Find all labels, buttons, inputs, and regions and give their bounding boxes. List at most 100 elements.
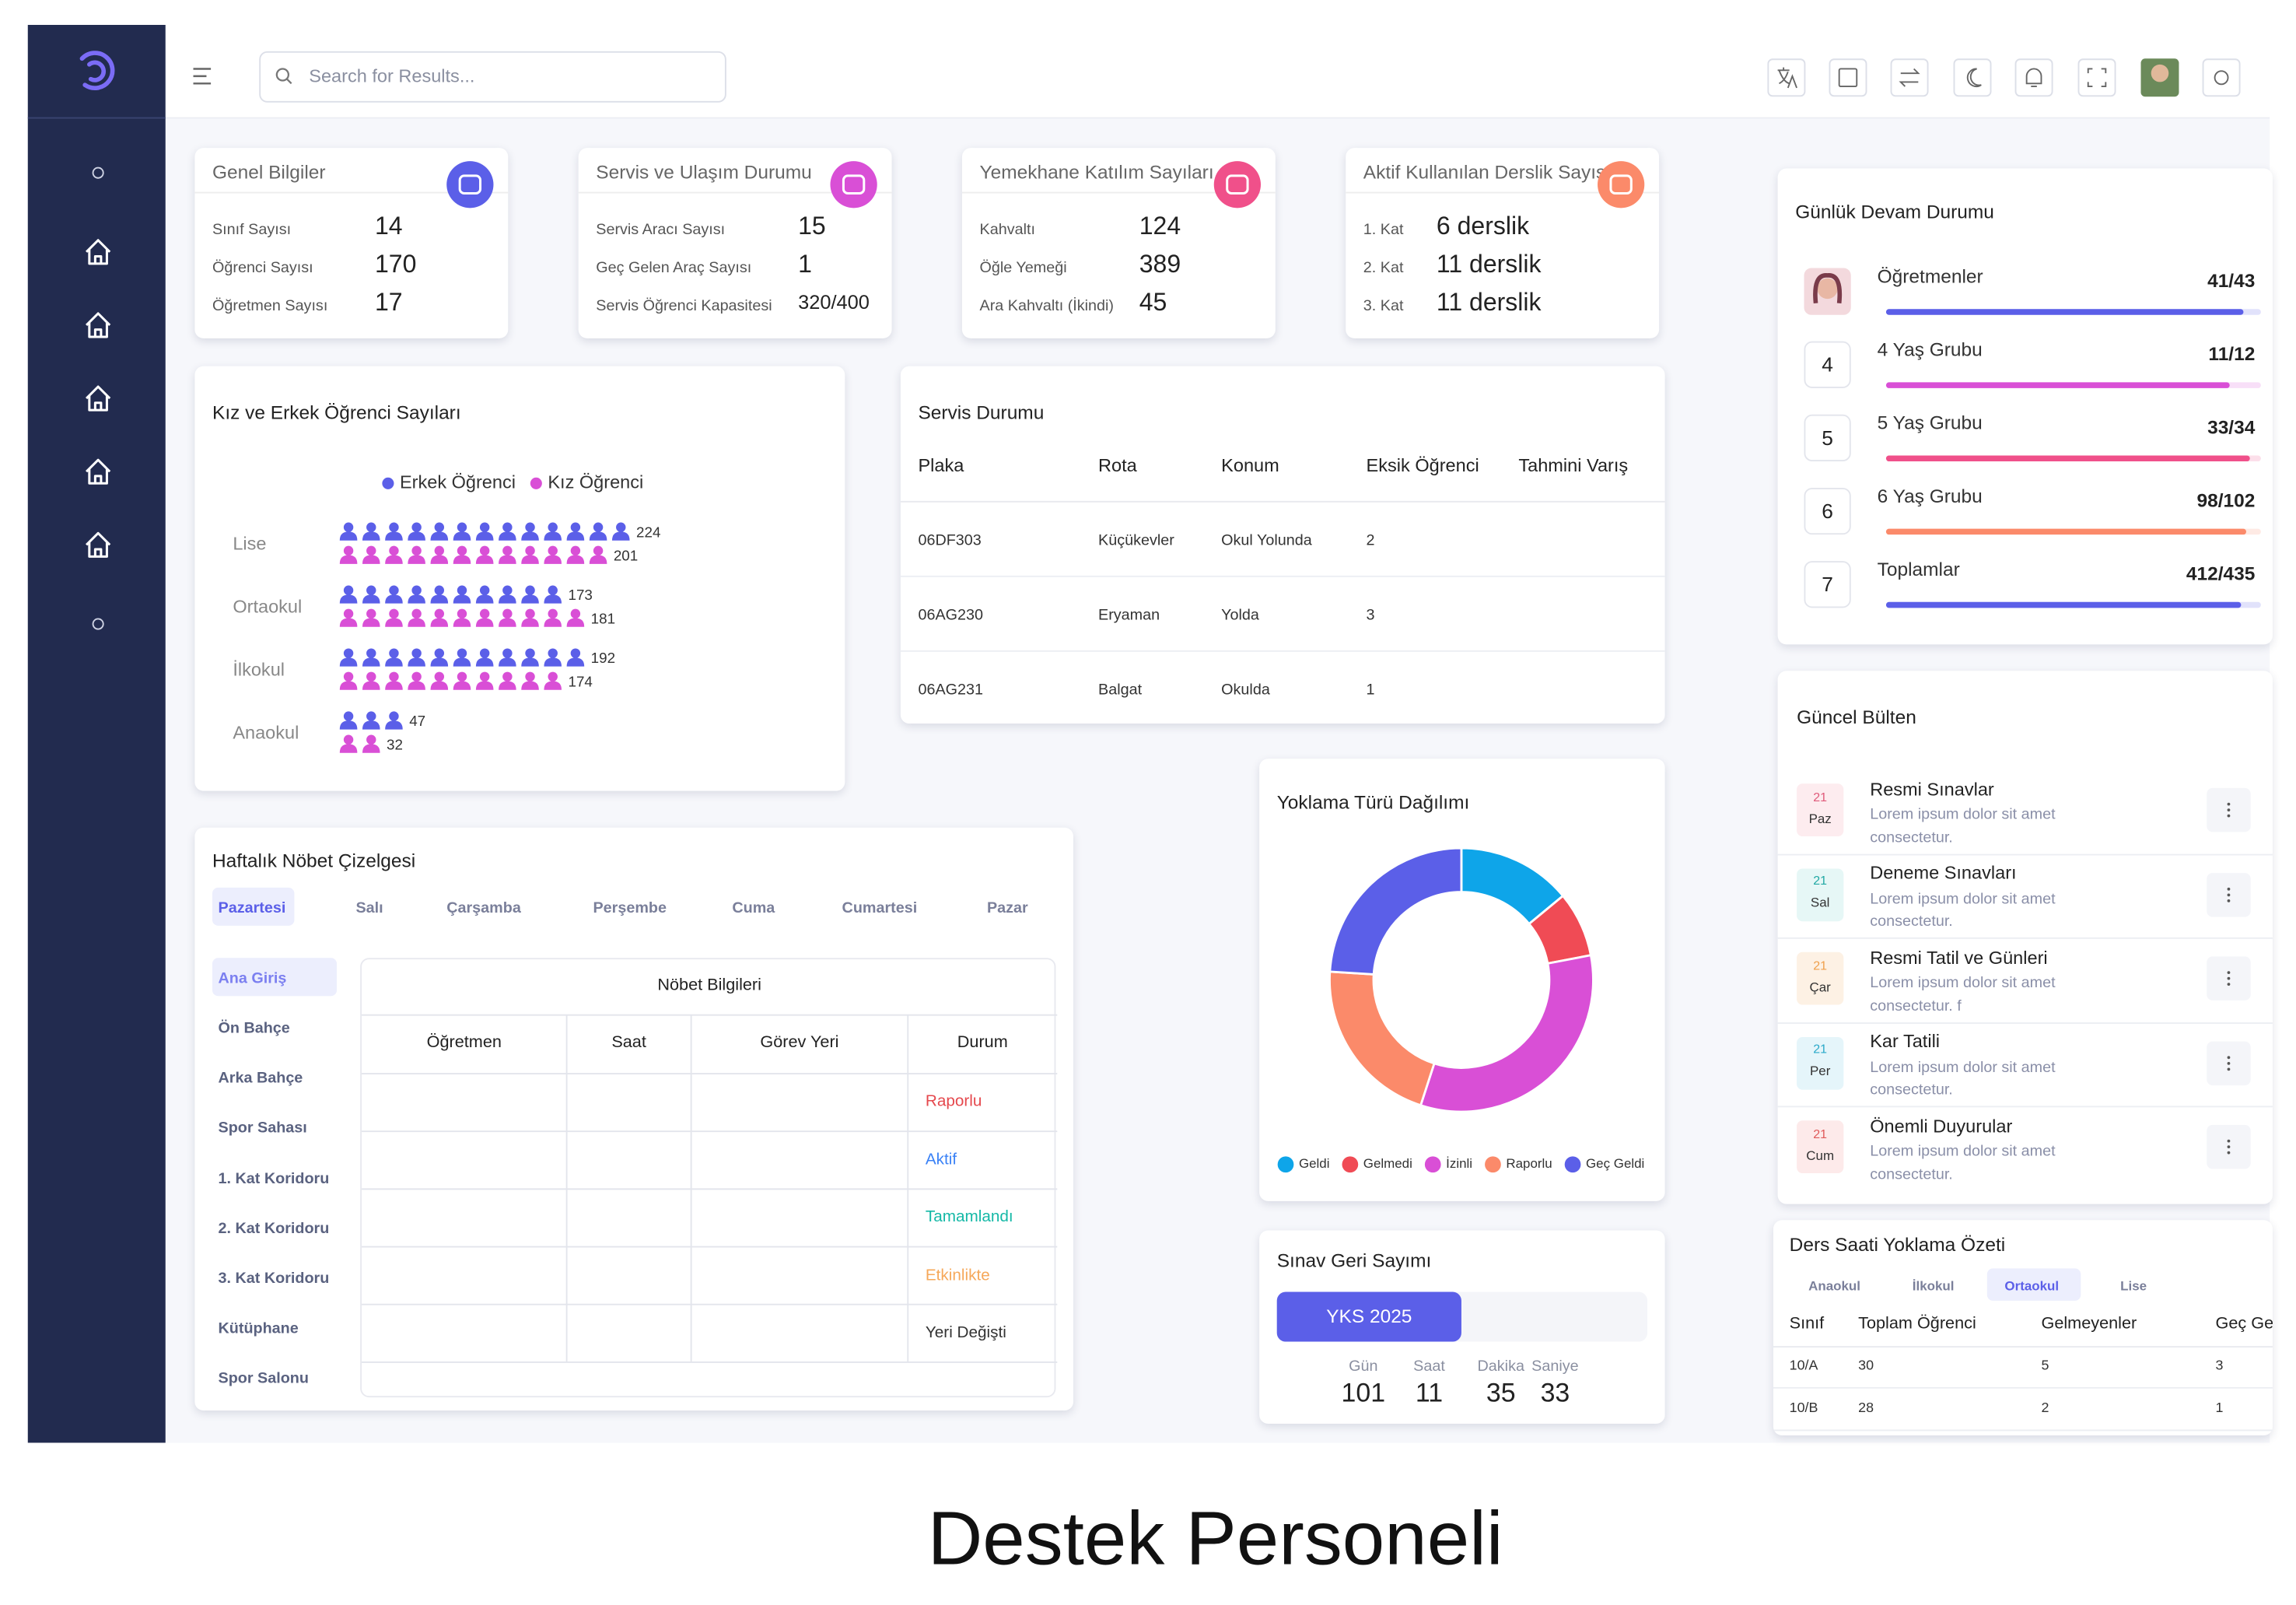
person-body <box>475 531 494 541</box>
attendance-card: Günlük Devam Durumu 4 5 6 7 Öğretmenler 41/43 4… <box>1777 168 2273 645</box>
person-body <box>475 681 494 690</box>
badge-box <box>1804 341 1851 388</box>
tab[interactable]: Anaokul <box>1808 1277 1860 1293</box>
header-button[interactable] <box>1767 58 1806 97</box>
person-head <box>548 608 558 619</box>
date-weekday: Paz <box>1808 811 1832 826</box>
fullscreen-icon <box>2087 68 2107 88</box>
page-caption: Destek Personeli <box>927 1497 1503 1582</box>
table-cell: 10/B <box>1789 1400 1818 1418</box>
item-name: 5 Yaş Grubu <box>1877 412 1983 434</box>
divider <box>1346 191 1660 194</box>
location-item[interactable]: 3. Kat Koridoru <box>218 1270 330 1288</box>
nav-dot[interactable] <box>92 618 104 630</box>
stat-label: Geç Gelen Araç Sayısı <box>596 258 752 277</box>
table-cell: 2 <box>2041 1400 2049 1418</box>
more-icon <box>2227 802 2231 818</box>
person-body <box>408 555 425 564</box>
tab-button[interactable]: YKS 2025 <box>1276 1291 1461 1342</box>
nav-home[interactable] <box>86 239 111 265</box>
person-body <box>566 618 585 627</box>
bulletin-text: Lorem ipsum dolor sit amet consectetur. … <box>1870 973 2056 1015</box>
unit-value: 33 <box>1540 1378 1570 1408</box>
person-body <box>544 555 562 564</box>
location-item[interactable]: 1. Kat Koridoru <box>218 1169 330 1187</box>
category-label: Lise <box>233 534 266 554</box>
day-tab[interactable]: Cuma <box>732 899 775 916</box>
row-rule <box>1777 1022 2273 1024</box>
nav-home[interactable] <box>86 458 111 485</box>
day-tab[interactable]: Cumartesi <box>842 899 918 916</box>
day-tab[interactable]: Pazar <box>986 899 1028 916</box>
more-button[interactable] <box>2207 1040 2251 1085</box>
data-label: 192 <box>591 650 615 666</box>
nav-home[interactable] <box>86 531 111 558</box>
bulletin-card: Güncel Bülten 21 Paz Resmi Sınavlar Lorem ip… <box>1777 671 2273 1204</box>
person-head <box>343 522 354 532</box>
tab[interactable]: Ortaokul <box>2004 1277 2060 1293</box>
card-icon <box>830 161 877 209</box>
location-item[interactable]: Ana Giriş <box>218 969 287 987</box>
day-tab[interactable]: Salı <box>355 899 383 916</box>
icon-circle <box>1598 161 1645 209</box>
nav-home[interactable] <box>86 385 111 412</box>
person-body <box>475 594 494 604</box>
location-item[interactable]: 2. Kat Koridoru <box>218 1219 330 1238</box>
sidebar-divider <box>27 117 166 119</box>
person-head <box>548 648 558 658</box>
location-item[interactable]: Spor Sahası <box>218 1119 307 1137</box>
person-body <box>544 681 562 690</box>
stat-value: 320/400 <box>798 291 870 314</box>
header-button[interactable] <box>2202 58 2241 97</box>
header-button[interactable] <box>2077 58 2116 97</box>
day-tab[interactable]: Perşembe <box>593 899 667 916</box>
card-title: Servis ve Ulaşım Durumu <box>596 161 812 184</box>
person-body <box>362 531 380 541</box>
header-button[interactable] <box>1953 58 1992 97</box>
day-tab[interactable]: Pazartesi <box>218 899 286 916</box>
person-head <box>616 522 626 532</box>
bulletin-title: Kar Tatili <box>1870 1031 1941 1052</box>
person-body <box>362 618 380 627</box>
more-button[interactable] <box>2207 787 2251 832</box>
donut-slice <box>1419 954 1594 1113</box>
person-body <box>339 555 358 564</box>
more-icon <box>2227 971 2231 986</box>
more-button[interactable] <box>2207 1124 2251 1169</box>
person-head <box>411 608 422 619</box>
chart-card: Kız ve Erkek Öğrenci Sayıları Erkek Öğren… <box>194 366 845 791</box>
nav-home[interactable] <box>86 312 111 338</box>
table-cell: 1 <box>1366 680 1375 699</box>
status: Raporlu <box>925 1093 982 1111</box>
header-button[interactable] <box>1890 58 1929 97</box>
icon-circle <box>830 161 877 209</box>
menu-toggle[interactable] <box>193 68 212 85</box>
location-item[interactable]: Arka Bahçe <box>218 1069 303 1088</box>
chart-title: Kız ve Erkek Öğrenci Sayıları <box>212 401 461 424</box>
nav-dot[interactable] <box>92 166 104 179</box>
day-tab[interactable]: Çarşamba <box>446 899 521 916</box>
header-button[interactable] <box>2014 58 2053 97</box>
person-head <box>525 671 535 682</box>
tab[interactable]: Lise <box>2120 1277 2147 1293</box>
location-item[interactable]: Ön Bahçe <box>218 1019 290 1037</box>
person-body <box>521 657 539 667</box>
person-head <box>366 608 376 619</box>
logo <box>79 51 115 90</box>
bulletin-title: Önemli Duyurular <box>1870 1115 2013 1137</box>
location-item[interactable]: Spor Salonu <box>218 1369 309 1388</box>
active-location-bg <box>212 958 338 997</box>
more-button[interactable] <box>2207 872 2251 916</box>
search-box[interactable] <box>259 51 726 103</box>
stat-label: Öğrenci Sayısı <box>212 258 313 277</box>
person-head <box>366 734 376 745</box>
person-body <box>453 531 471 541</box>
legend-label: İzinli <box>1446 1156 1472 1171</box>
dot <box>2227 899 2231 902</box>
tab[interactable]: İlkokul <box>1912 1277 1955 1293</box>
more-button[interactable] <box>2207 956 2251 1000</box>
location-item[interactable]: Kütüphane <box>218 1319 299 1338</box>
person-body <box>453 594 471 604</box>
header-button[interactable] <box>1829 58 1867 97</box>
person-body <box>521 681 539 690</box>
